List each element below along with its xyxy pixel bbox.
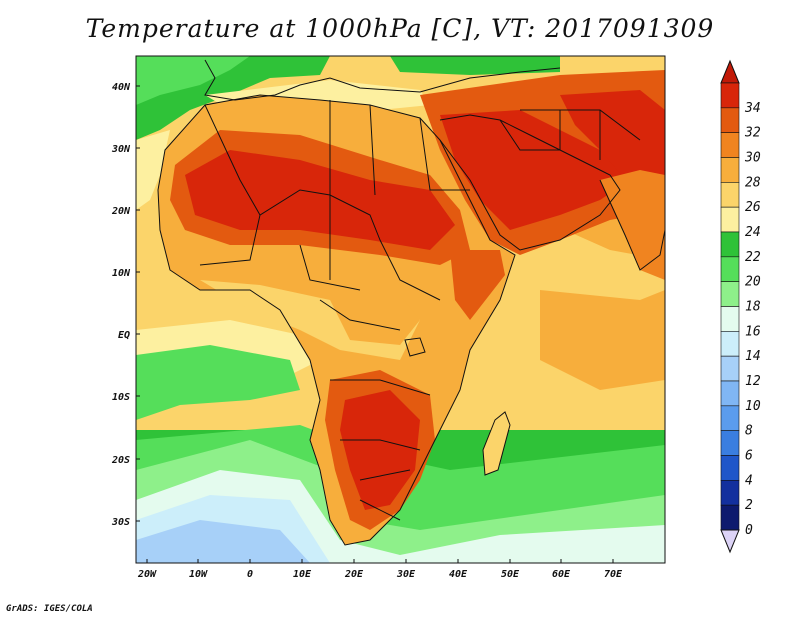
grads-credit: GrADS: IGES/COLA bbox=[6, 604, 93, 614]
colorbar-label: 24 bbox=[745, 225, 761, 240]
colorbar-swatch bbox=[720, 132, 740, 158]
lat-tick-label: 40N bbox=[112, 82, 131, 93]
plot-frame bbox=[135, 55, 666, 564]
colorbar-swatch bbox=[720, 256, 740, 282]
colorbar-label: 6 bbox=[745, 449, 753, 464]
lon-tick-label: 60E bbox=[552, 569, 571, 580]
colorbar-label: 30 bbox=[744, 151, 761, 166]
colorbar-label: 20 bbox=[745, 275, 761, 290]
axis-ticks bbox=[136, 85, 614, 563]
border-lines bbox=[199, 100, 470, 521]
lon-tick-label: 0 bbox=[247, 569, 253, 580]
colorbar-swatch bbox=[720, 281, 740, 307]
lat-tick-label: EQ bbox=[118, 330, 130, 341]
colorbar-label: 26 bbox=[745, 200, 761, 215]
india-land bbox=[600, 170, 665, 280]
colorbar-swatch bbox=[720, 355, 740, 382]
colorbar-swatch bbox=[720, 504, 740, 531]
lat-tick-label: 20N bbox=[111, 206, 131, 217]
lon-tick-label: 20W bbox=[137, 569, 157, 580]
colorbar-swatch bbox=[720, 480, 740, 506]
lat-tick-label: 30S bbox=[111, 517, 130, 528]
lon-tick-label: 30E bbox=[396, 569, 416, 580]
colorbar-swatch bbox=[720, 306, 740, 332]
colorbar-label: 18 bbox=[745, 300, 761, 315]
colorbar-label: 32 bbox=[744, 126, 761, 141]
coastline-europe bbox=[204, 59, 561, 101]
colorbar-label: 28 bbox=[745, 175, 761, 190]
lat-tick-label: 30N bbox=[111, 144, 131, 155]
colorbar-swatch bbox=[720, 157, 740, 183]
colorbar-swatch bbox=[720, 380, 740, 407]
colorbar-swatch bbox=[720, 331, 740, 357]
madagascar-land bbox=[483, 412, 510, 475]
lake-victoria bbox=[404, 337, 426, 357]
colorbar-label: 10 bbox=[745, 399, 761, 414]
lat-labels: 40N 30N 20N 10N EQ 10S 20S 30S bbox=[111, 82, 131, 528]
lat-tick-label: 10N bbox=[112, 268, 131, 279]
colorbar-over-arrow bbox=[720, 59, 740, 84]
colorbar-swatch bbox=[720, 455, 740, 481]
lat-tick-label: 10S bbox=[112, 392, 130, 403]
coastline-arabia bbox=[439, 114, 621, 251]
lon-tick-label: 20E bbox=[344, 569, 364, 580]
colorbar-under-arrow bbox=[720, 529, 740, 554]
colorbar-label: 22 bbox=[745, 250, 761, 265]
colorbar-swatch bbox=[720, 182, 740, 208]
colorbar-label: 16 bbox=[745, 324, 761, 339]
colorbar-swatch bbox=[720, 430, 740, 456]
coastline-madagascar bbox=[482, 411, 511, 476]
lat-tick-label: 20S bbox=[111, 455, 130, 466]
lon-tick-label: 70E bbox=[604, 569, 623, 580]
map-title: Temperature at 1000hPa [C], VT: 20170913… bbox=[85, 14, 715, 43]
border-mideast bbox=[499, 109, 641, 160]
lon-tick-label: 10W bbox=[189, 569, 208, 580]
colorbar-swatch bbox=[720, 82, 740, 109]
colorbar-label: 12 bbox=[745, 374, 761, 389]
colorbar-label: 14 bbox=[745, 349, 761, 364]
coastline-africa bbox=[157, 94, 516, 546]
colorbar-label: 0 bbox=[745, 523, 753, 538]
lon-labels: 20W 10W 0 10E 20E 30E 40E 50E 60E 70E bbox=[137, 569, 623, 580]
colorbar-label: 4 bbox=[745, 473, 753, 488]
colorbar-label: 34 bbox=[744, 101, 761, 116]
lon-tick-label: 10E bbox=[293, 569, 312, 580]
coastline-india bbox=[599, 179, 665, 271]
colorbar-label: 8 bbox=[745, 424, 753, 439]
lon-tick-label: 50E bbox=[501, 569, 520, 580]
colorbar-swatch bbox=[720, 231, 740, 258]
colorbar-swatch bbox=[720, 107, 740, 133]
temperature-field bbox=[136, 56, 665, 563]
colorbar-label: 2 bbox=[745, 498, 753, 513]
colorbar-swatch bbox=[720, 405, 740, 431]
lon-tick-label: 40E bbox=[449, 569, 468, 580]
colorbar-swatch bbox=[720, 206, 740, 233]
